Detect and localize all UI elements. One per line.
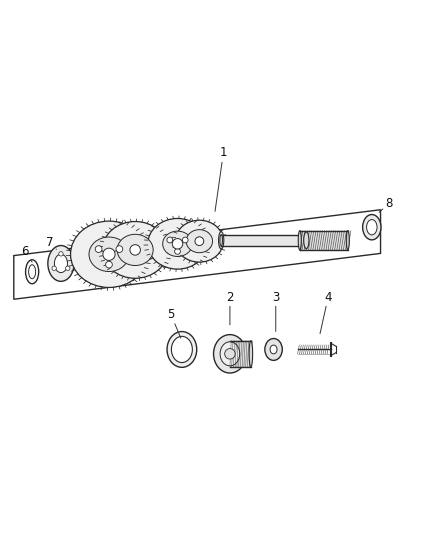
Ellipse shape (214, 335, 246, 373)
Ellipse shape (167, 332, 197, 367)
Ellipse shape (265, 338, 283, 360)
FancyBboxPatch shape (300, 231, 348, 250)
Circle shape (167, 237, 173, 243)
Circle shape (106, 261, 112, 268)
Text: 8: 8 (379, 197, 393, 212)
Ellipse shape (270, 345, 277, 354)
Ellipse shape (71, 221, 148, 287)
Ellipse shape (48, 246, 74, 281)
Circle shape (66, 266, 70, 270)
Ellipse shape (304, 232, 309, 248)
Circle shape (172, 239, 183, 249)
Ellipse shape (367, 220, 377, 235)
FancyBboxPatch shape (230, 341, 251, 367)
Text: 6: 6 (21, 245, 32, 262)
Text: 7: 7 (46, 236, 57, 249)
Ellipse shape (28, 265, 35, 279)
Circle shape (95, 246, 102, 253)
Circle shape (116, 246, 123, 253)
Circle shape (59, 252, 63, 256)
Ellipse shape (117, 235, 153, 265)
Text: 1: 1 (215, 147, 227, 212)
Ellipse shape (346, 231, 350, 250)
Ellipse shape (363, 215, 381, 240)
Circle shape (182, 237, 188, 243)
Circle shape (130, 245, 141, 255)
Circle shape (103, 248, 115, 261)
FancyBboxPatch shape (221, 235, 300, 246)
Ellipse shape (220, 235, 223, 246)
Ellipse shape (220, 342, 240, 366)
Text: 3: 3 (272, 290, 279, 332)
Ellipse shape (89, 237, 129, 271)
Circle shape (175, 248, 180, 254)
Ellipse shape (186, 230, 212, 253)
Circle shape (195, 237, 204, 246)
Ellipse shape (148, 219, 207, 269)
Text: 2: 2 (226, 290, 233, 325)
Ellipse shape (162, 231, 192, 256)
Ellipse shape (175, 220, 223, 262)
Text: 4: 4 (320, 290, 332, 334)
Ellipse shape (54, 254, 67, 272)
Ellipse shape (171, 336, 192, 362)
Circle shape (52, 266, 57, 270)
Circle shape (225, 349, 235, 359)
Ellipse shape (102, 222, 168, 278)
Ellipse shape (249, 341, 253, 367)
Ellipse shape (298, 231, 301, 250)
Text: 5: 5 (167, 308, 181, 338)
Ellipse shape (219, 231, 224, 249)
